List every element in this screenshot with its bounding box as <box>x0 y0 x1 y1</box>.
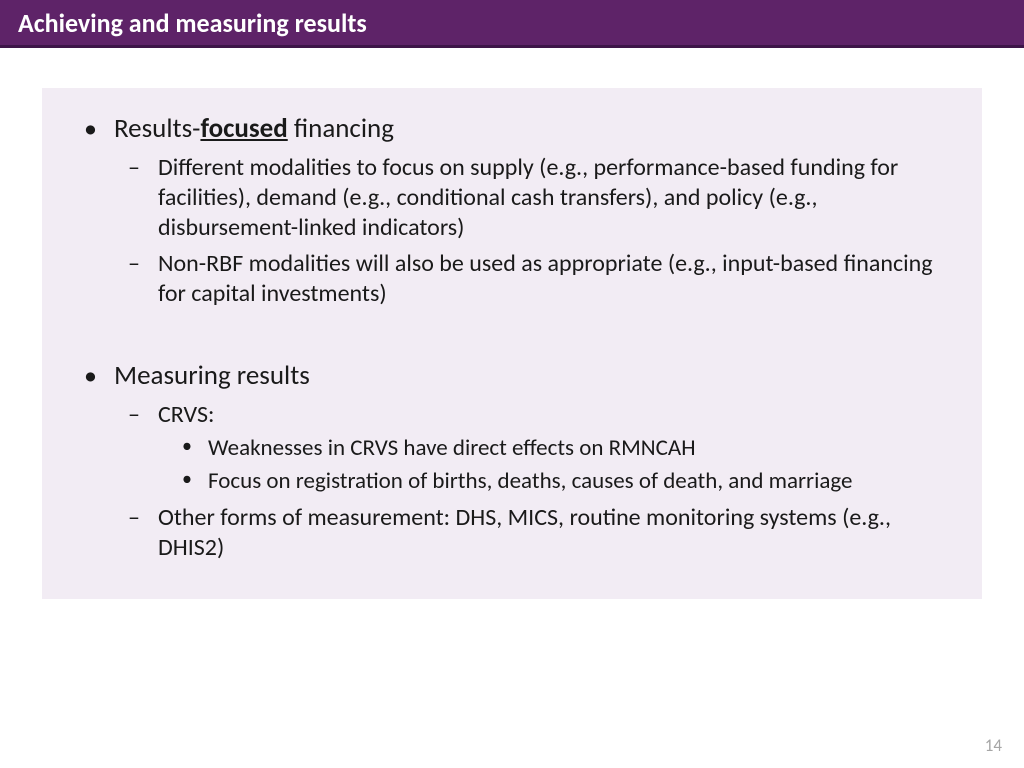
bullet-item: Results-focused financing Different moda… <box>72 112 952 309</box>
sub-bullet-text: CRVS: <box>158 400 214 429</box>
bullet-title: Measuring results <box>114 359 310 392</box>
bullet-list-level2: CRVS: Weaknesses in CRVS have direct eff… <box>114 400 952 563</box>
bullet-list-level1: Results-focused financing Different moda… <box>72 112 952 563</box>
sub-bullet-item: Non-RBF modalities will also be used as … <box>114 249 952 309</box>
slide-header: Achieving and measuring results <box>0 0 1024 48</box>
bullet-item: Measuring results CRVS: Weaknesses in CR… <box>72 359 952 563</box>
bullet-title-suffix: financing <box>288 112 394 145</box>
sub-bullet-item: CRVS: Weaknesses in CRVS have direct eff… <box>114 400 952 497</box>
sub-bullet-item: Different modalities to focus on supply … <box>114 153 952 243</box>
page-number: 14 <box>985 735 1002 756</box>
bullet-title-emphasis: focused <box>200 112 287 145</box>
subsub-bullet-item: Weaknesses in CRVS have direct effects o… <box>158 434 952 463</box>
content-area: Results-focused financing Different moda… <box>42 88 982 599</box>
subsub-bullet-item: Focus on registration of births, deaths,… <box>158 467 952 496</box>
bullet-list-level3: Weaknesses in CRVS have direct effects o… <box>158 434 952 497</box>
bullet-list-level2: Different modalities to focus on supply … <box>114 153 952 309</box>
bullet-title-prefix: Results- <box>114 112 200 145</box>
slide-title: Achieving and measuring results <box>18 7 367 39</box>
sub-bullet-item: Other forms of measurement: DHS, MICS, r… <box>114 503 952 563</box>
